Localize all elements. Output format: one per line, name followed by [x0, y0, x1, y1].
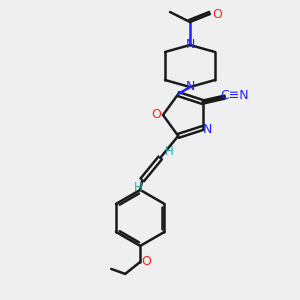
Text: O: O [141, 255, 151, 268]
Text: C≡N: C≡N [220, 88, 249, 102]
Text: O: O [212, 8, 222, 20]
Text: H: H [165, 146, 174, 158]
Text: O: O [151, 109, 161, 122]
Text: H: H [134, 182, 142, 194]
Text: N: N [203, 123, 212, 136]
Text: N: N [185, 38, 195, 52]
Text: N: N [185, 80, 195, 94]
